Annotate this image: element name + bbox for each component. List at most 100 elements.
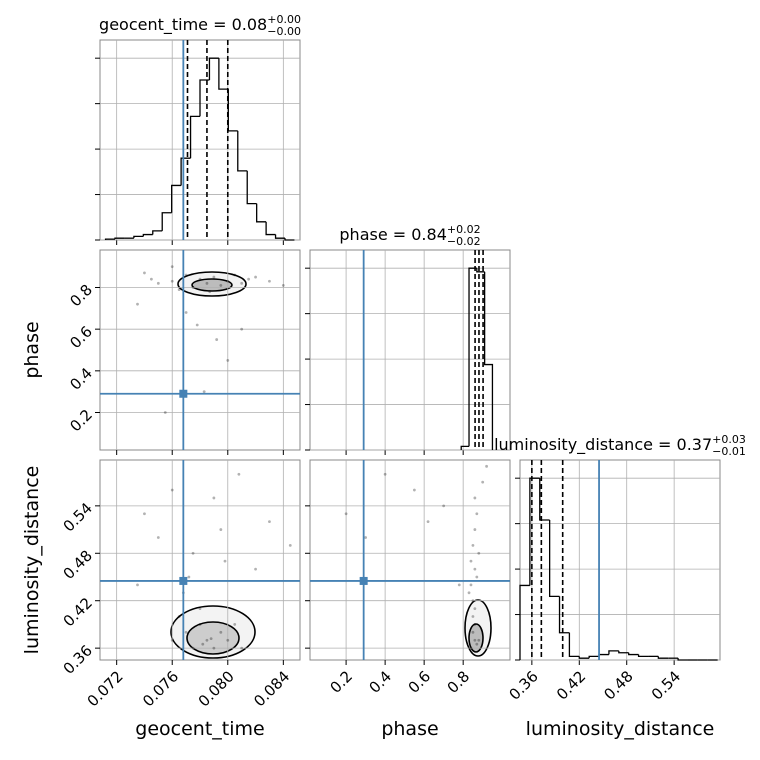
x-tick-label: 0.42	[553, 667, 589, 703]
sample-point	[156, 536, 160, 539]
sample-point	[208, 290, 212, 294]
title-lower: −0.00	[267, 25, 301, 38]
x-tick-label: 0.076	[139, 667, 182, 710]
panel: geocent_time = 0.08+0.00 −0.00	[95, 13, 301, 245]
sample-point	[202, 390, 206, 394]
x-tick-label: 0.072	[84, 667, 127, 710]
sample-point	[177, 288, 181, 291]
sample-point	[467, 591, 471, 595]
sample-point	[201, 642, 205, 646]
sample-point	[485, 464, 488, 468]
title-lower: −0.01	[712, 445, 746, 458]
panel-frame	[99, 249, 301, 451]
sample-point	[237, 472, 241, 476]
sample-point	[471, 543, 475, 547]
contour	[177, 271, 247, 297]
x-tick-label: 0.2	[327, 667, 357, 697]
hist-step	[265, 221, 276, 236]
sample-point	[226, 359, 230, 362]
sample-point	[477, 551, 481, 555]
hist-step	[199, 79, 210, 117]
sample-point	[412, 488, 416, 492]
sample-point	[233, 273, 237, 277]
sample-point	[426, 520, 430, 524]
sample-point	[469, 646, 473, 650]
sample-point	[184, 273, 188, 277]
sample-point	[247, 277, 251, 281]
sample-point	[143, 271, 146, 275]
sample-point	[475, 642, 479, 646]
hist-step	[152, 230, 163, 235]
hist-step	[637, 654, 649, 658]
sample-point	[475, 575, 479, 579]
sample-point	[191, 646, 195, 650]
hist-step	[608, 650, 619, 655]
sample-point	[383, 472, 387, 476]
sample-point	[457, 583, 461, 587]
x-tick-label: 0.8	[444, 667, 474, 697]
panel: 0.36 0.42 0.48 0.54 luminosity_distance = 0.…	[494, 433, 746, 740]
x-tick-label: 0.6	[405, 667, 435, 697]
hist-step	[628, 652, 639, 656]
sample-point	[198, 607, 202, 611]
y-axis-label: luminosity_distance	[21, 466, 43, 655]
hist-step	[218, 58, 229, 90]
x-axis-label: geocent_time	[135, 718, 264, 740]
hist-step	[180, 157, 191, 186]
hist-step	[142, 233, 153, 237]
sample-point	[240, 281, 244, 285]
sample-point	[473, 528, 477, 531]
sample-point	[212, 646, 216, 650]
sample-point	[215, 338, 219, 341]
sample-point	[233, 623, 237, 626]
hist-step	[558, 596, 570, 634]
sample-point	[170, 279, 174, 283]
x-tick-label: 0.4	[366, 667, 396, 697]
hist-step	[227, 89, 238, 132]
sample-point	[170, 265, 174, 269]
sample-point	[170, 638, 174, 642]
x-tick-label: 0.084	[250, 667, 293, 710]
hist-step	[171, 184, 182, 213]
sample-point	[240, 646, 244, 650]
panel: 0.2 0.4 0.6 0.8 phase	[21, 249, 301, 455]
sample-point	[240, 327, 244, 331]
sample-point	[364, 536, 368, 539]
title-main: luminosity_distance = 0.37	[494, 435, 712, 455]
sample-point	[184, 630, 188, 634]
sample-point	[177, 615, 181, 618]
title-upper: +0.02	[447, 223, 481, 236]
hist-step	[246, 170, 257, 205]
density-contours	[170, 271, 492, 659]
sample-point	[268, 279, 271, 283]
sample-point	[288, 543, 292, 547]
sample-point	[471, 630, 475, 634]
sample-point	[223, 559, 227, 563]
sample-point	[469, 559, 473, 563]
panel-title: geocent_time = 0.08+0.00 −0.00	[99, 13, 301, 38]
sample-point	[143, 512, 146, 516]
sample-point	[163, 411, 167, 414]
hist-step	[529, 477, 540, 586]
sample-point	[473, 567, 477, 571]
sample-point	[212, 275, 216, 279]
hist-step	[237, 130, 248, 172]
sample-point	[473, 607, 477, 611]
sample-point	[219, 630, 223, 634]
panel: 0.072 0.076 0.080 0.084 0.36 0.42 0.48 0.54 geoc…	[21, 459, 301, 740]
panel-frame	[99, 459, 301, 661]
y-tick-label: 0.42	[60, 594, 96, 630]
contour	[191, 278, 233, 292]
title-upper: +0.00	[267, 13, 301, 26]
sample-point	[191, 286, 195, 289]
sample-point	[198, 623, 202, 626]
y-tick-label: 0.4	[66, 364, 96, 394]
sample-point	[136, 302, 139, 306]
hist-step	[618, 650, 629, 654]
hist-step	[539, 478, 550, 521]
sample-point	[226, 638, 230, 642]
hist-step	[133, 235, 144, 239]
sample-point	[475, 512, 479, 516]
hist-step	[588, 655, 600, 659]
